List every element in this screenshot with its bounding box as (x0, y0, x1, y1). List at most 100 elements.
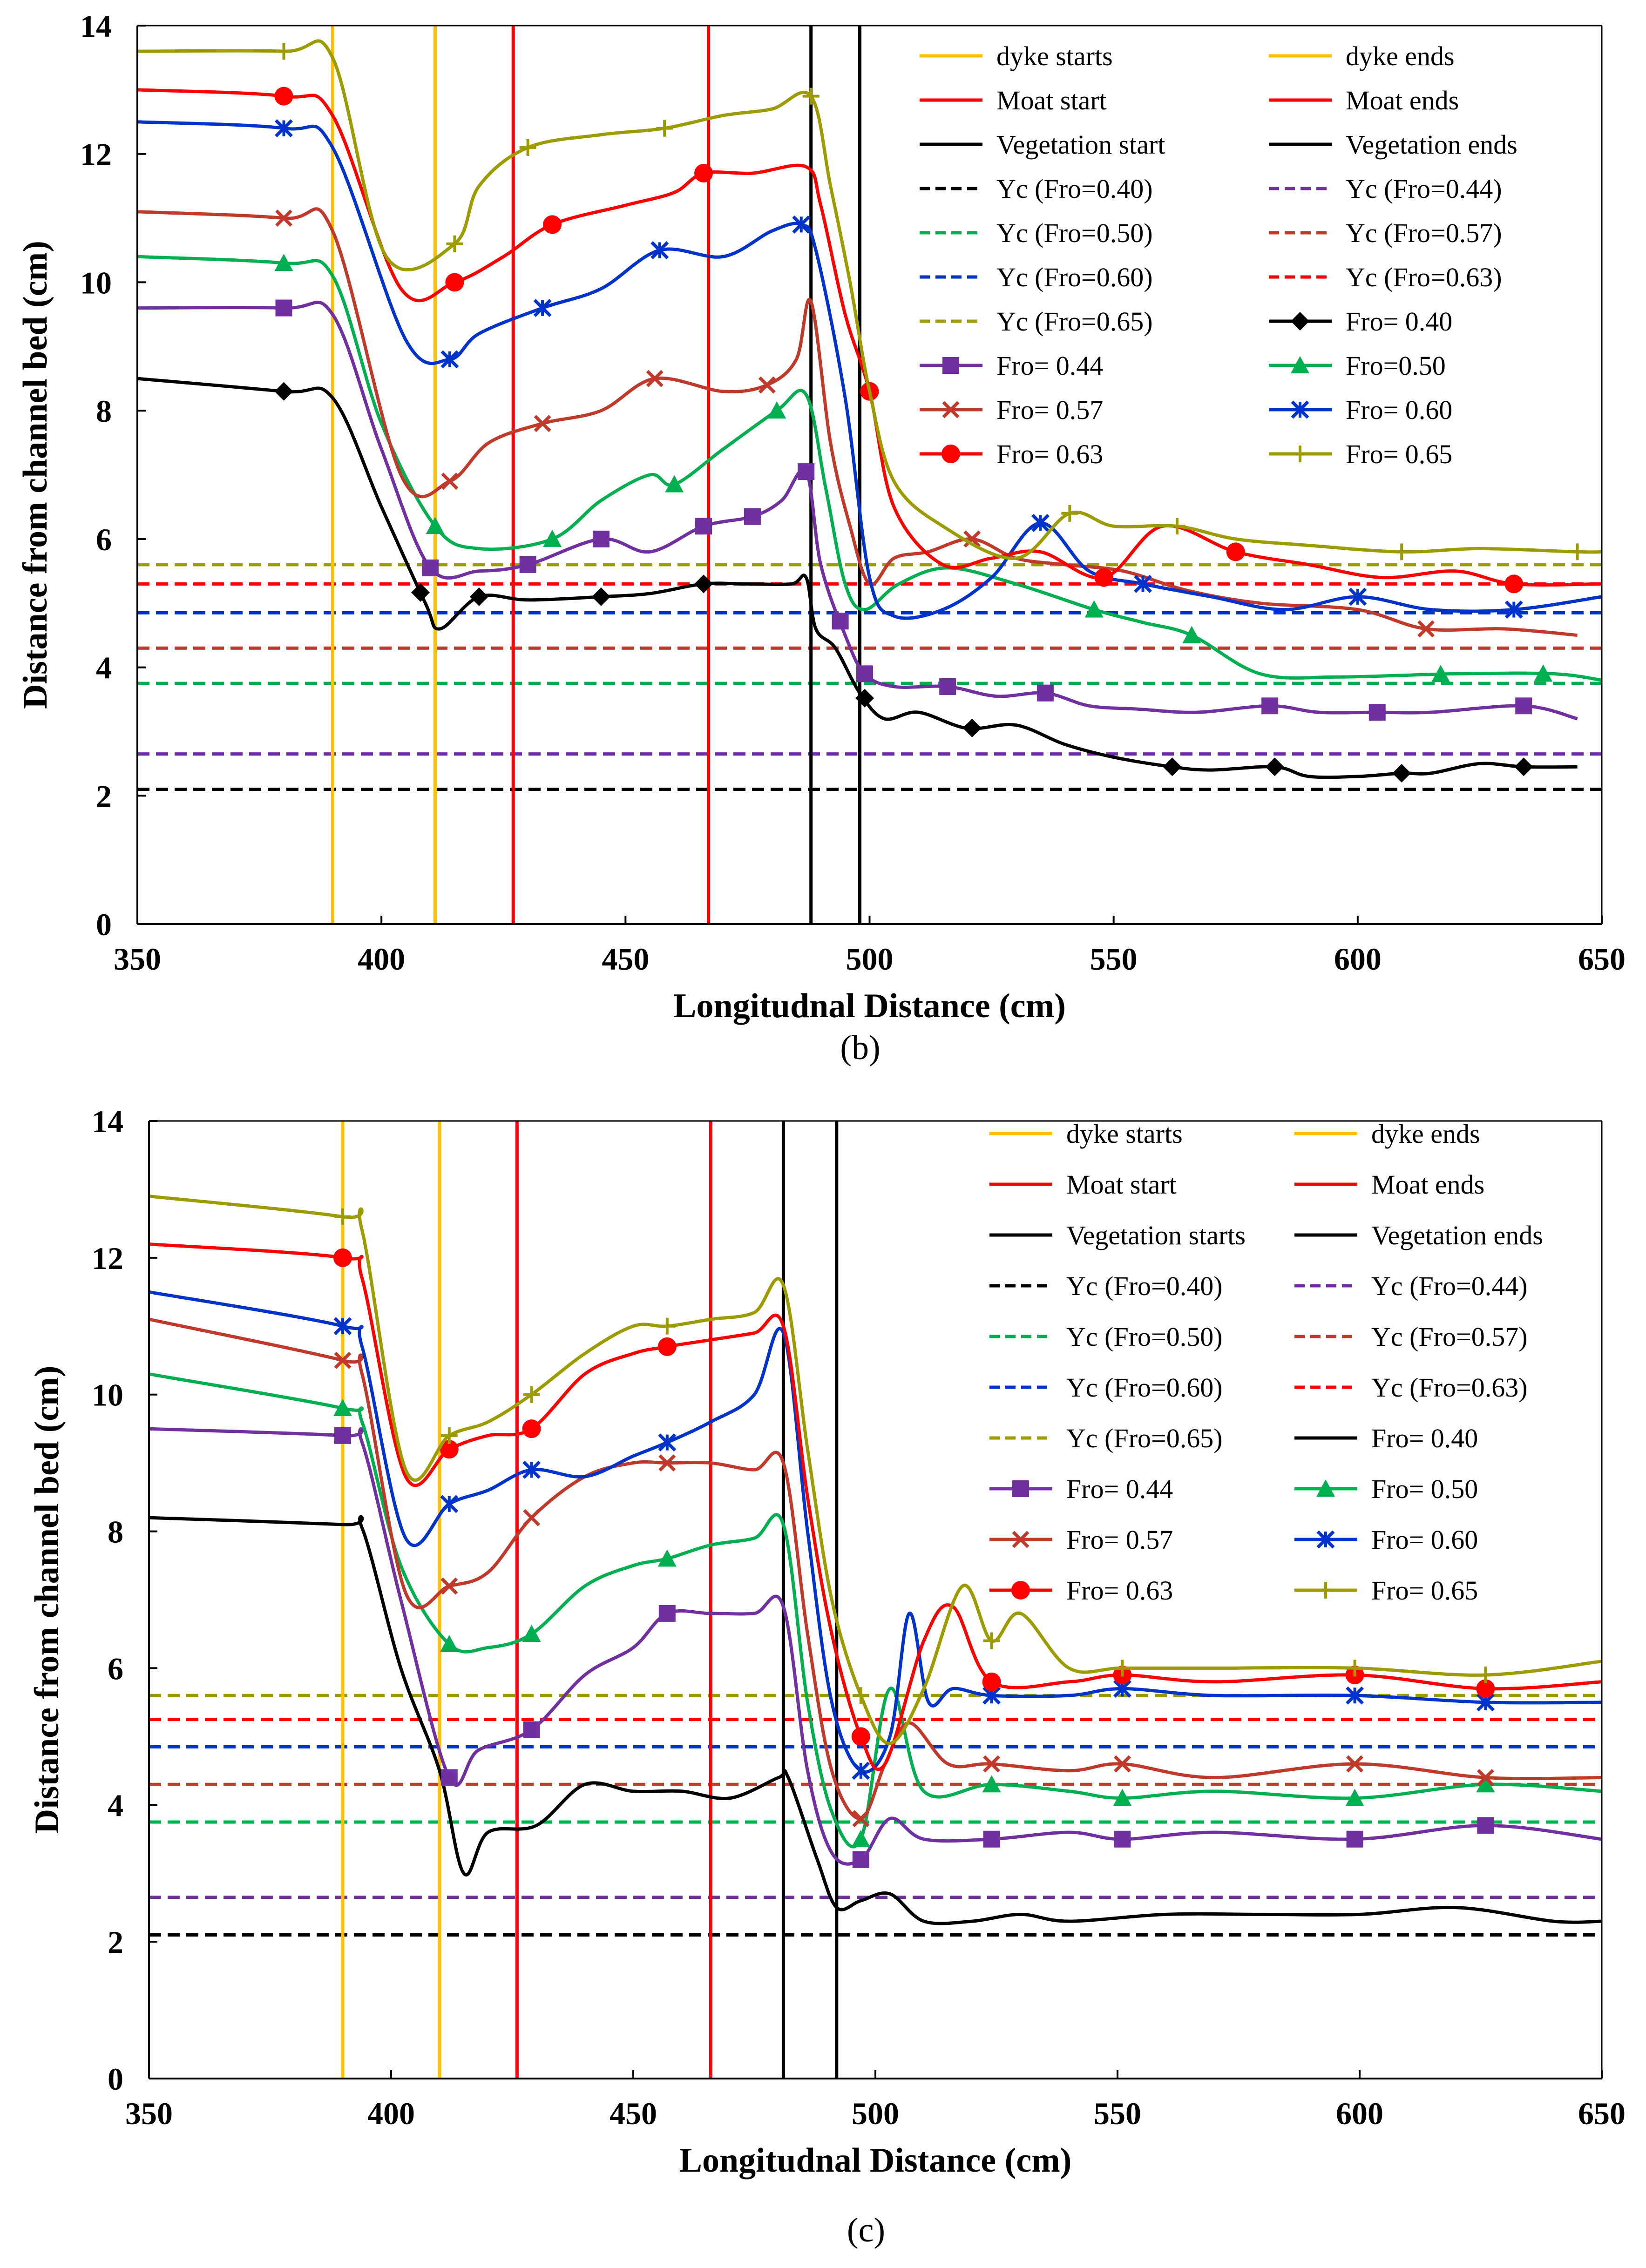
data-point-marker (1569, 543, 1586, 560)
legend-item: Yc (Fro=0.50) (989, 1322, 1223, 1352)
y-tick-label: 10 (80, 265, 112, 300)
legend-item: Yc (Fro=0.65) (920, 306, 1153, 337)
legend-label: Fro= 0.65 (1346, 439, 1452, 469)
x-marker-stroke (758, 376, 776, 394)
legend-label: Vegetation start (996, 129, 1165, 160)
data-point-marker (658, 1433, 677, 1452)
legend-item: Moat start (920, 85, 1107, 115)
panel-label: (b) (840, 1029, 880, 1067)
series-line (149, 1317, 1602, 1821)
data-series (137, 39, 1602, 783)
data-point-marker (1477, 1817, 1494, 1834)
data-point-marker (440, 1495, 459, 1513)
data-point-marker (1114, 1830, 1131, 1848)
series-line (149, 1515, 1602, 1925)
series-line (137, 377, 1578, 779)
y-tick-label: 12 (80, 137, 112, 172)
legend-item: Yc (Fro=0.63) (1269, 262, 1502, 292)
data-point-marker (522, 1624, 541, 1642)
data-point-marker (1346, 1686, 1364, 1705)
legend-marker (1292, 446, 1308, 462)
y-axis-label: Distance from channel bed (cm) (28, 1366, 66, 1834)
legend-label: Fro= 0.50 (1371, 1474, 1478, 1504)
legend-label: Moat start (996, 85, 1107, 115)
legend-label: Yc (Fro=0.60) (996, 262, 1153, 292)
panel-label: (c) (847, 2211, 885, 2249)
x-marker-stroke (334, 1351, 352, 1369)
data-point-marker (1477, 1667, 1494, 1684)
data-point-marker (939, 678, 956, 695)
series-line (137, 300, 1578, 721)
legend-marker (942, 445, 960, 463)
data-point-marker (1061, 505, 1078, 522)
y-axis-label: Distance from channel bed (cm) (16, 241, 54, 709)
legend-item: Fro=0.50 (1269, 351, 1446, 381)
data-point-marker (1113, 1755, 1131, 1773)
legend-item: Fro= 0.65 (1294, 1575, 1478, 1606)
data-point-marker (1514, 757, 1533, 776)
y-tick-label: 6 (96, 522, 112, 557)
data-point-marker (334, 1208, 351, 1225)
data-point-marker (650, 241, 669, 259)
legend-label: Fro= 0.40 (1371, 1423, 1478, 1453)
legend-item: Vegetation ends (1269, 129, 1517, 160)
data-point-marker (334, 1427, 351, 1444)
legend-item: Fro= 0.60 (1294, 1525, 1478, 1555)
data-point-marker (962, 718, 982, 737)
data-point-marker (1476, 1679, 1495, 1698)
legend-label: Yc (Fro=0.57) (1346, 218, 1502, 248)
legend-item: Fro= 0.40 (1269, 306, 1452, 337)
legend-item: Yc (Fro=0.44) (1294, 1271, 1528, 1301)
data-point-marker (274, 382, 293, 401)
data-point-marker (1346, 1660, 1363, 1677)
legend-marker (1291, 312, 1309, 331)
legend-label: Fro= 0.57 (1066, 1525, 1173, 1555)
legend-item: Yc (Fro=0.50) (920, 218, 1153, 248)
legend-label: dyke starts (1066, 1119, 1183, 1149)
data-point-marker (1084, 600, 1104, 618)
x-marker-stroke (441, 472, 459, 490)
chart-panel-b: 350 400 450 500 550 600 650 0 2 4 6 8 10 12 14 Longitud… (16, 8, 1626, 1067)
x-tick-label: 550 (1090, 941, 1138, 977)
data-point-marker (832, 613, 849, 630)
data-point-marker (798, 463, 815, 480)
legend-item: Fro= 0.44 (920, 351, 1103, 381)
legend-item: Moat ends (1294, 1169, 1484, 1200)
data-point-marker (1114, 1660, 1131, 1677)
data-point-marker (852, 1851, 869, 1868)
data-point-marker (275, 209, 292, 227)
legend-label: Yc (Fro=0.65) (1066, 1423, 1223, 1453)
legend-marker (1317, 1582, 1334, 1599)
data-point-marker (1134, 574, 1152, 593)
legend-marker (1011, 1581, 1030, 1600)
x-tick-label: 600 (1334, 941, 1382, 977)
y-tick-label: 14 (80, 8, 112, 44)
legend-label: Yc (Fro=0.44) (1371, 1271, 1528, 1301)
x-marker-stroke (942, 401, 960, 418)
series-line (149, 1372, 1602, 1849)
legend-label: Fro= 0.63 (996, 439, 1103, 469)
data-point-marker (1168, 518, 1185, 535)
legend-label: Moat ends (1371, 1169, 1484, 1200)
y-tick-label: 12 (92, 1241, 123, 1276)
data-point-marker (851, 1829, 870, 1847)
data-point-marker (445, 273, 464, 292)
legend-item: Moat start (989, 1169, 1177, 1200)
legend-item: dyke ends (1269, 41, 1455, 71)
y-tick-label: 0 (108, 2061, 123, 2097)
data-point-marker (1265, 757, 1284, 776)
data-point-marker (1504, 601, 1523, 619)
legend-item: dyke starts (989, 1119, 1183, 1149)
data-point-marker (744, 508, 761, 525)
x-tick-label: 650 (1578, 941, 1626, 977)
data-point-marker (441, 472, 459, 490)
data-point-marker (446, 235, 463, 252)
legend-label: Fro= 0.57 (996, 395, 1103, 425)
data-point-marker (534, 415, 551, 432)
data-point-marker (543, 529, 562, 547)
data-point-marker (1346, 1755, 1364, 1773)
data-point-marker (519, 556, 536, 573)
data-point-marker (333, 1399, 352, 1417)
data-point-marker (334, 1351, 352, 1369)
legend-marker (942, 401, 960, 418)
